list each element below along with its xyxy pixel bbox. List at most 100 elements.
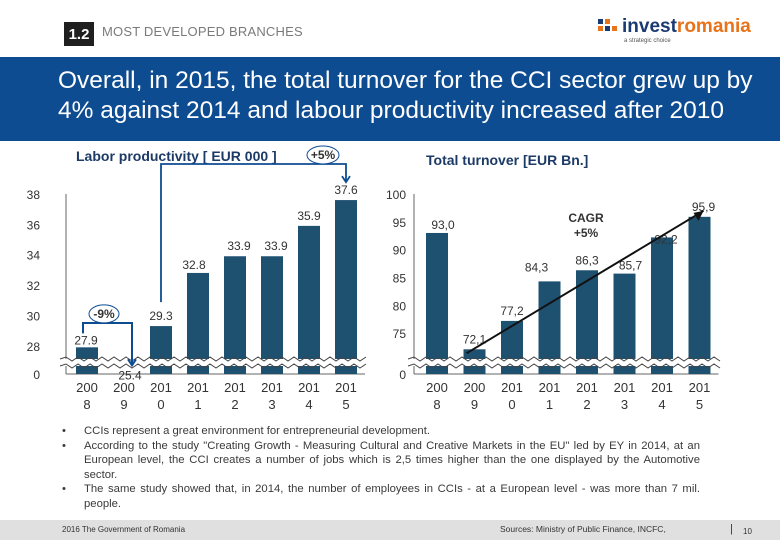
x-tick-label: 200	[76, 380, 98, 395]
x-tick-label: 4	[658, 397, 665, 412]
bar	[538, 281, 561, 374]
bar-value-label: 33.9	[264, 239, 288, 253]
bar-value-label: 85,7	[619, 259, 643, 273]
headline-banner	[0, 57, 780, 141]
bullet-item: The same study showed that, in 2014, the…	[62, 482, 700, 511]
bar	[261, 256, 283, 374]
y-tick-label: 30	[27, 309, 41, 323]
x-tick-label: 4	[305, 397, 312, 412]
annotation-label: +5%	[311, 148, 336, 162]
labor-productivity-chart: 383634323028027.9200825.4200929.3201032.…	[27, 145, 367, 412]
x-tick-label: 201	[689, 380, 711, 395]
x-tick-label: 201	[298, 380, 320, 395]
footer-sources: Sources: Ministry of Public Finance, INC…	[500, 524, 666, 534]
x-tick-label: 2	[231, 397, 238, 412]
bar	[613, 273, 636, 374]
y-tick-label: 36	[27, 218, 41, 232]
x-tick-label: 201	[576, 380, 598, 395]
axis-break-line	[407, 356, 721, 362]
x-tick-label: 8	[83, 397, 90, 412]
annotation-arrowhead	[341, 175, 351, 184]
annotation-bubble	[306, 145, 340, 165]
bar	[426, 232, 448, 374]
axis-break-line	[59, 363, 367, 369]
section-number-badge: 1.2	[64, 22, 94, 46]
bullet-list: CCIs represent a great environment for e…	[62, 424, 700, 511]
x-tick-label: 201	[335, 380, 357, 395]
axis-break	[59, 356, 367, 369]
x-tick-label: 8	[433, 397, 440, 412]
headline-text: Overall, in 2015, the total turnover for…	[58, 67, 753, 124]
bar	[187, 272, 209, 374]
bullet-item: CCIs represent a great environment for e…	[62, 424, 700, 439]
bar-value-label: 77,2	[500, 304, 524, 318]
axis-break-line	[59, 356, 367, 362]
x-tick-label: 0	[508, 397, 515, 412]
y-tick-label: 38	[27, 188, 41, 202]
x-tick-label: 201	[651, 380, 673, 395]
footer-bar	[0, 520, 780, 540]
x-tick-label: 3	[268, 397, 275, 412]
bar	[576, 270, 598, 374]
axis-break-line	[407, 363, 721, 369]
page-separator: |	[730, 523, 733, 535]
section-title: MOST DEVELOPED BRANCHES	[102, 24, 303, 39]
x-tick-label: 201	[539, 380, 561, 395]
y-tick-label: 95	[393, 216, 407, 230]
logo-mark-icon	[598, 19, 617, 31]
x-tick-label: 201	[614, 380, 636, 395]
investromania-logo: investromania a strategic choice	[596, 14, 751, 50]
x-tick-label: 0	[157, 397, 164, 412]
x-tick-label: 5	[342, 397, 349, 412]
bar-value-label: 29.3	[149, 309, 173, 323]
bar	[651, 237, 673, 374]
bar	[298, 225, 320, 374]
turnover-chart: 100 95 90 85 80 75 0 93,0 200 8 72,1 200 9 77,2 201 0 84…	[386, 188, 721, 412]
x-tick-label: 200	[426, 380, 448, 395]
bar	[688, 216, 711, 374]
bar-value-label: 84,3	[525, 260, 549, 274]
bar-value-label: 86,3	[575, 253, 599, 267]
y-tick-label: 34	[27, 249, 41, 263]
cagr-trend-line	[465, 209, 705, 355]
labor-productivity-chart-title: Labor productivity [ EUR 000 ]	[76, 148, 277, 164]
bar	[150, 326, 172, 374]
x-tick-label: 1	[194, 397, 201, 412]
x-tick-label: 1	[546, 397, 553, 412]
bullet-item: According to the study "Creating Growth …	[62, 439, 700, 483]
y-tick-label: 100	[386, 188, 406, 202]
cagr-value: +5%	[574, 226, 599, 240]
axis-break-gap	[62, 359, 365, 366]
y-tick-label: 0	[33, 368, 40, 382]
x-tick-label: 201	[261, 380, 283, 395]
x-tick-label: 2	[583, 397, 590, 412]
bar-value-label: 72,1	[463, 332, 487, 346]
axis-break-gap	[410, 359, 719, 366]
annotation-bubble	[88, 304, 120, 324]
axis-break	[407, 356, 721, 369]
y-tick-label: 28	[27, 340, 41, 354]
y-tick-label: 75	[393, 327, 407, 341]
bar-value-label: 95,9	[692, 200, 716, 214]
x-tick-label: 200	[464, 380, 486, 395]
turnover-chart-title: Total turnover [EUR Bn.]	[426, 152, 589, 168]
x-tick-label: 201	[150, 380, 172, 395]
bar-value-label: 27.9	[74, 333, 98, 347]
logo-wordmark: investromania	[622, 16, 751, 37]
x-tick-label: 9	[120, 397, 127, 412]
y-tick-label: 85	[393, 272, 407, 286]
annotation-arrowhead	[127, 358, 137, 368]
annotation-label: -9%	[93, 307, 115, 321]
y-tick-label: 0	[399, 368, 406, 382]
y-tick-label: 90	[393, 244, 407, 258]
bar	[335, 200, 357, 374]
bar-value-label: 33.9	[227, 239, 251, 253]
y-tick-label: 80	[393, 299, 407, 313]
x-tick-label: 9	[471, 397, 478, 412]
bar-value-label: 93,0	[431, 218, 455, 232]
bar	[224, 256, 246, 374]
x-tick-label: 201	[224, 380, 246, 395]
x-tick-label: 200	[113, 380, 135, 395]
footer-copyright: 2016 The Government of Romania	[62, 525, 186, 534]
